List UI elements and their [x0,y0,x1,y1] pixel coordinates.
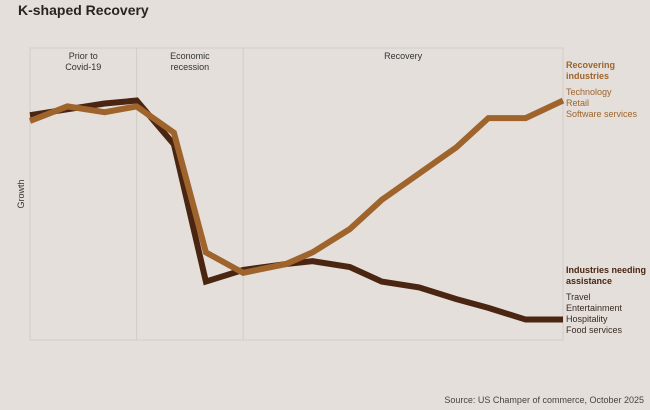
phase-label: Prior to [69,51,98,61]
series-line [28,97,565,277]
phase-label: Recovery [384,51,423,61]
series-line [29,97,563,323]
legend-item: Technology [566,87,612,97]
y-axis-label: Growth [16,179,26,208]
legend-item: Retail [566,98,590,108]
legend-item: Entertainment [566,303,623,313]
legend-group: Industries needing assistance Travel Enter… [566,265,646,336]
legend-item: Hospitality [566,314,608,324]
plot-frame [29,47,564,341]
chart-title: K-shaped Recovery [18,2,149,18]
legend-item: Software services [566,109,638,119]
legend-item: Travel [566,292,591,302]
phase-label: Economic [170,51,210,61]
legend-group: Recovering industries Technology Retail Sof… [566,60,646,120]
phase-label: recession [171,62,210,72]
phase-label: Covid-19 [65,62,101,72]
source-note: Source: US Champer of commerce, October … [444,395,644,405]
legend-item: Food services [566,325,623,335]
legend-heading: Industries needing assistance [566,265,647,286]
legend-heading: Recovering industries [566,60,616,81]
